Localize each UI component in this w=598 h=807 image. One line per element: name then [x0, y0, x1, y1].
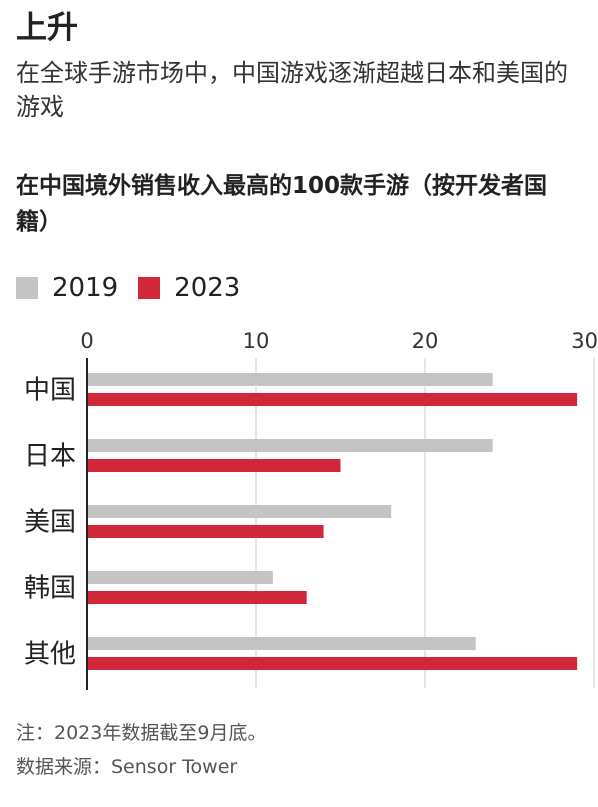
- legend-label-2019: 2019: [52, 273, 119, 303]
- legend-swatch-2023: [138, 277, 161, 299]
- category-label-3: 韩国: [24, 574, 76, 604]
- legend-swatch-2019: [16, 277, 38, 299]
- bar-2019-0: [87, 373, 493, 386]
- category-label-2: 美国: [24, 508, 76, 538]
- bar-2023-0: [87, 393, 578, 406]
- category-label-0: 中国: [24, 376, 76, 406]
- chart-title: 在中国境外销售收入最高的100款手游（按开发者国籍）: [16, 173, 548, 235]
- x-tick-label-10: 10: [243, 329, 270, 353]
- headline: 上升: [16, 10, 78, 46]
- bar-2023-4: [87, 657, 578, 670]
- legend-label-2023: 2023: [174, 273, 241, 303]
- bar-2019-4: [87, 637, 476, 650]
- footnote: 注：2023年数据截至9月底。: [16, 722, 267, 744]
- bar-2019-3: [87, 571, 273, 584]
- subtitle: 在全球手游市场中，中国游戏逐渐超越日本和美国的游戏: [16, 59, 568, 121]
- category-label-1: 日本: [24, 442, 76, 472]
- bar-2023-3: [87, 591, 307, 604]
- bar-2023-1: [87, 459, 341, 472]
- bar-2023-2: [87, 525, 324, 538]
- legend: 2019 2023: [16, 270, 260, 306]
- bar-2019-2: [87, 505, 392, 518]
- legend-item-2019: 2019: [16, 273, 118, 303]
- category-label-4: 其他: [24, 640, 76, 670]
- x-tick-label-20: 20: [412, 329, 439, 353]
- bar-2019-1: [87, 439, 493, 452]
- legend-item-2023: 2023: [138, 273, 240, 303]
- x-tick-label-30: 30: [571, 329, 598, 353]
- x-tick-label-0: 0: [80, 329, 93, 353]
- source-note: 数据来源：Sensor Tower: [16, 756, 238, 778]
